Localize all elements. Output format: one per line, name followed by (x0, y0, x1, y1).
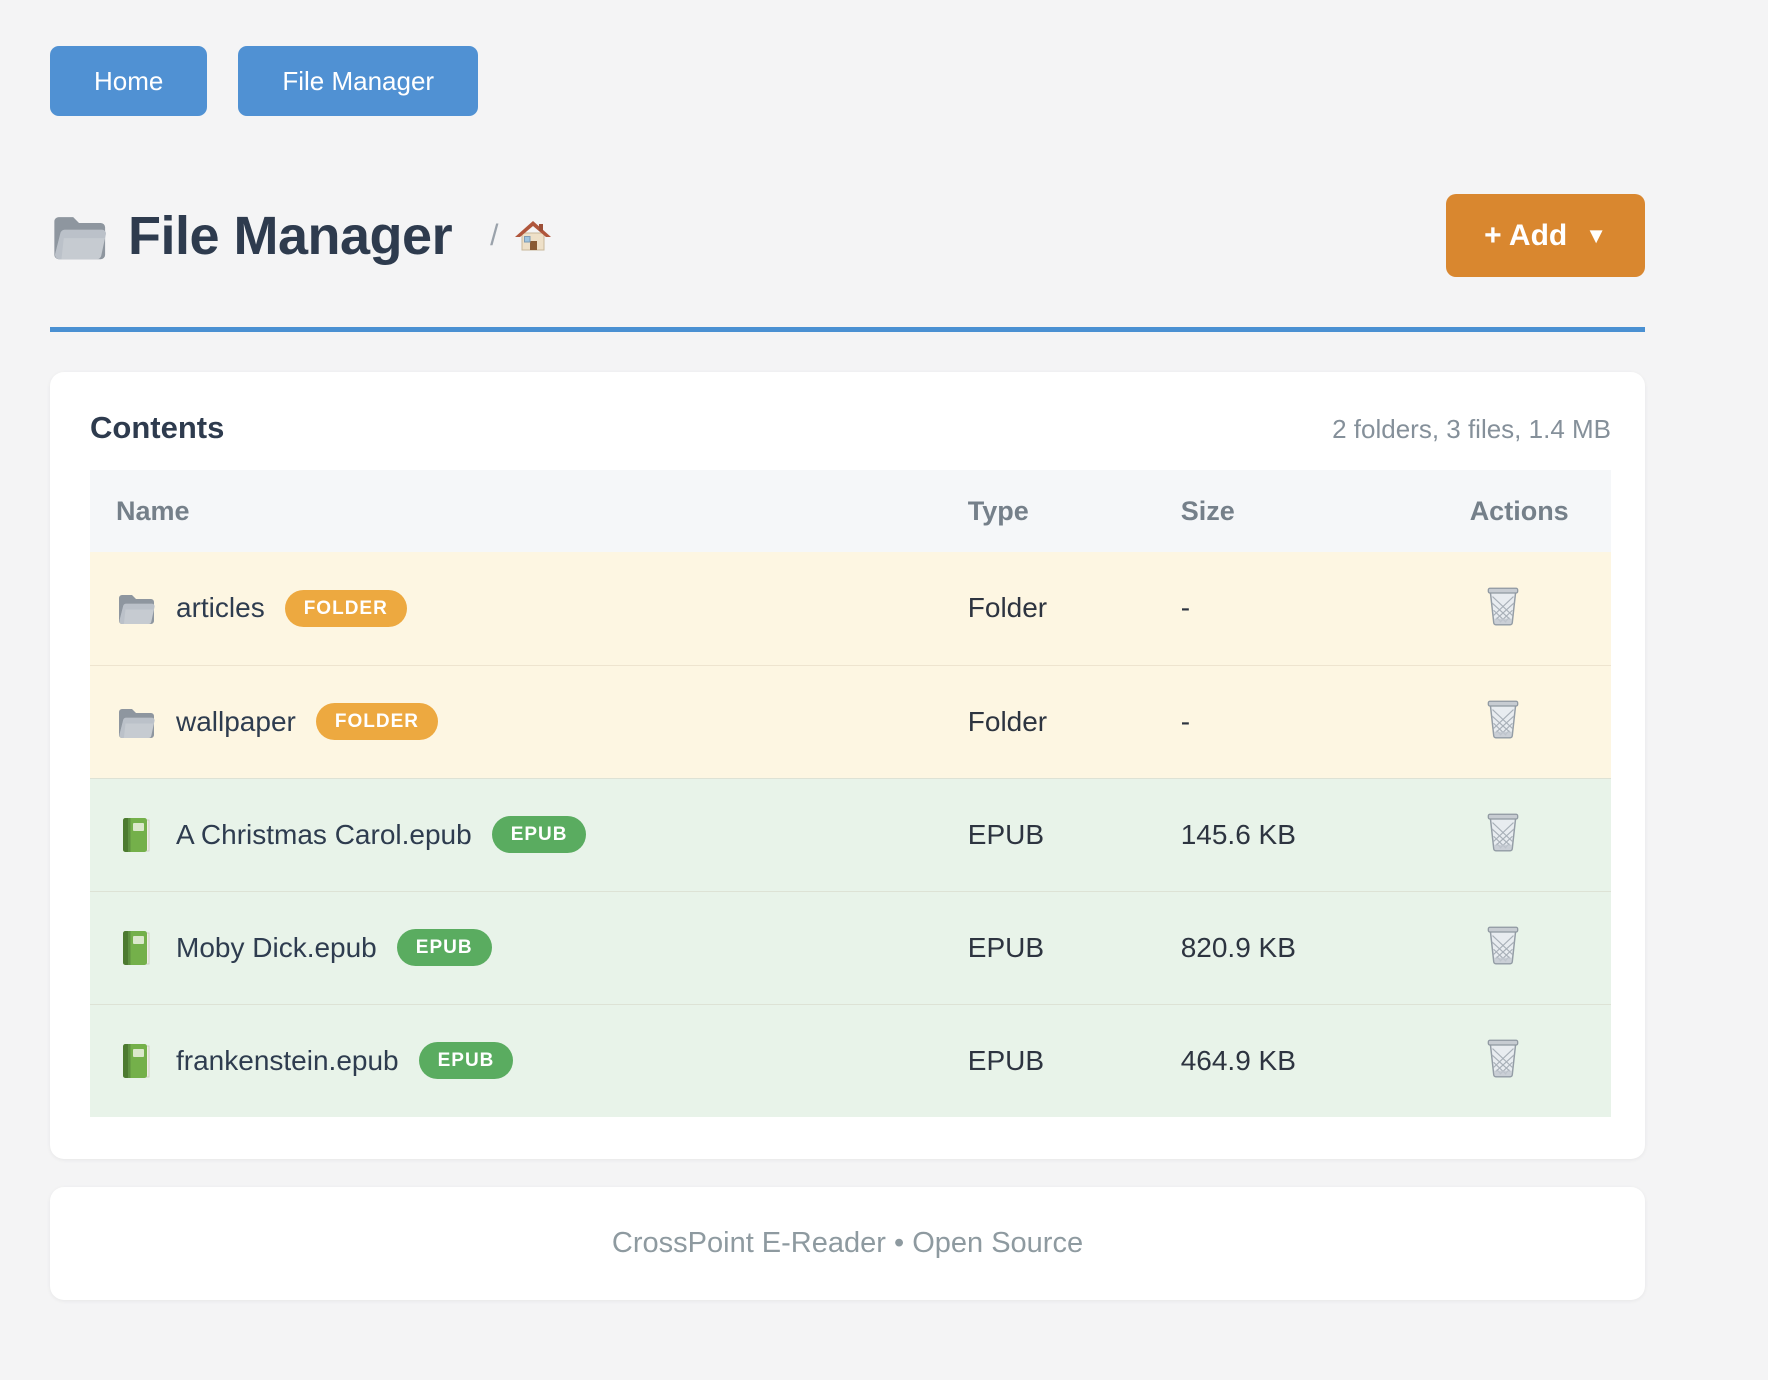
file-table: Name Type Size Actions articles FOLDER F… (90, 470, 1611, 1117)
contents-summary: 2 folders, 3 files, 1.4 MB (1332, 414, 1611, 444)
book-icon (116, 929, 156, 967)
trash-icon (1484, 584, 1522, 626)
header-divider (50, 327, 1645, 332)
contents-card: Contents 2 folders, 3 files, 1.4 MB Name… (50, 372, 1645, 1159)
column-header-size: Size (1180, 495, 1235, 526)
add-button-label: + Add (1484, 218, 1568, 252)
folder-icon (116, 703, 156, 741)
table-row: frankenstein.epub EPUB EPUB 464.9 KB (90, 1004, 1611, 1117)
type-cell: Folder (967, 592, 1048, 624)
type-cell: EPUB (967, 1044, 1045, 1076)
size-cell: 145.6 KB (1180, 818, 1296, 850)
file-name-link[interactable]: A Christmas Carol.epub (176, 818, 472, 850)
column-header-actions: Actions (1469, 495, 1569, 526)
footer-card: CrossPoint E-Reader • Open Source (50, 1187, 1645, 1300)
table-row: wallpaper FOLDER Folder - (90, 665, 1611, 778)
delete-button[interactable] (1484, 923, 1522, 965)
footer-text: CrossPoint E-Reader • Open Source (611, 1227, 1084, 1259)
table-row: articles FOLDER Folder - (90, 552, 1611, 665)
contents-heading: Contents (90, 410, 225, 445)
epub-badge: EPUB (418, 1042, 514, 1080)
breadcrumb-home-link[interactable] (514, 218, 552, 254)
page-title: File Manager (128, 205, 453, 266)
folder-badge: FOLDER (315, 703, 438, 740)
house-icon (514, 218, 552, 254)
top-nav: Home File Manager (50, 46, 1645, 116)
table-row: A Christmas Carol.epub EPUB EPUB 145.6 K… (90, 778, 1611, 891)
page-header: File Manager / + Add ▼ (50, 194, 1645, 277)
folder-icon (50, 211, 108, 261)
book-icon (116, 816, 156, 854)
folder-icon (116, 589, 156, 627)
delete-button[interactable] (1484, 810, 1522, 852)
file-name-link[interactable]: frankenstein.epub (176, 1044, 399, 1076)
add-button[interactable]: + Add ▼ (1446, 194, 1645, 277)
trash-icon (1484, 697, 1522, 739)
type-cell: Folder (967, 705, 1048, 737)
type-cell: EPUB (967, 818, 1045, 850)
contents-card-header: Contents 2 folders, 3 files, 1.4 MB (90, 410, 1611, 446)
table-header-row: Name Type Size Actions (90, 470, 1611, 552)
size-cell: - (1180, 705, 1191, 737)
chevron-down-icon: ▼ (1585, 222, 1607, 248)
delete-button[interactable] (1484, 697, 1522, 739)
size-cell: - (1180, 592, 1191, 624)
nav-file-manager-button[interactable]: File Manager (238, 46, 479, 116)
column-header-type: Type (967, 495, 1029, 526)
breadcrumb-separator: / (490, 218, 499, 252)
epub-badge: EPUB (396, 929, 492, 966)
delete-button[interactable] (1484, 584, 1522, 626)
size-cell: 464.9 KB (1180, 1044, 1296, 1076)
folder-badge: FOLDER (284, 589, 407, 627)
book-icon (116, 1042, 156, 1080)
folder-name-link[interactable]: articles (176, 592, 265, 624)
epub-badge: EPUB (491, 816, 587, 853)
trash-icon (1484, 1036, 1522, 1078)
type-cell: EPUB (967, 931, 1045, 963)
table-row: Moby Dick.epub EPUB EPUB 820.9 KB (90, 891, 1611, 1004)
size-cell: 820.9 KB (1180, 931, 1296, 963)
breadcrumb: / (490, 218, 552, 254)
nav-home-button[interactable]: Home (50, 46, 208, 116)
delete-button[interactable] (1484, 1036, 1522, 1078)
trash-icon (1484, 810, 1522, 852)
file-name-link[interactable]: Moby Dick.epub (176, 931, 377, 963)
column-header-name: Name (116, 495, 190, 526)
folder-name-link[interactable]: wallpaper (176, 705, 296, 737)
trash-icon (1484, 923, 1522, 965)
